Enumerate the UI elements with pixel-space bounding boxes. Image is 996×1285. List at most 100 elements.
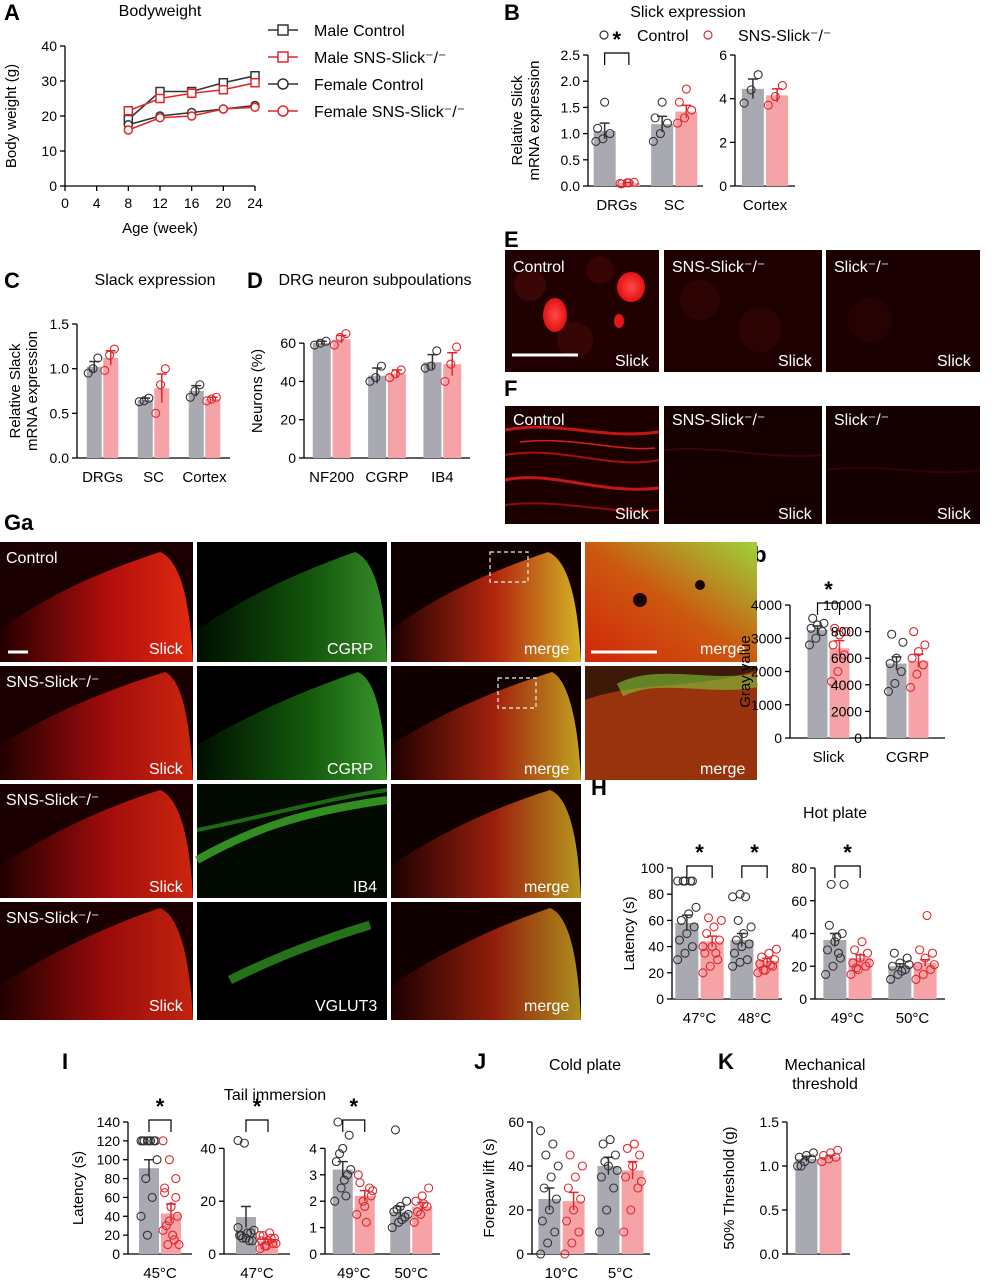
chart-b1-bar <box>593 130 616 186</box>
chart-h1-data-point <box>702 928 712 939</box>
chart-gb2-data-point <box>920 640 930 650</box>
chart-c-data-point <box>144 393 154 403</box>
chart-i3-x-tick-label: 49°C <box>337 1265 371 1282</box>
chart-h1-data-point <box>771 944 781 954</box>
chart-i3-data-point <box>346 1164 356 1175</box>
chart-i2-data-point <box>233 1223 243 1233</box>
micrograph-f-control-title: Control <box>513 412 565 429</box>
ga-row4-c2: VGLUT3 <box>315 998 377 1015</box>
chart-h1-y-tick-label: 0 <box>656 991 664 1007</box>
chart-i1-data-point <box>161 1221 171 1231</box>
chart-b2-data-point <box>739 98 749 108</box>
chart-c-data-point <box>105 350 115 360</box>
chart-i2-data-point <box>249 1225 259 1235</box>
chart-k-y-tick-label: 1.0 <box>760 1158 780 1174</box>
ga-row1-c3: merge <box>524 641 569 658</box>
chart-i3-data-point <box>342 1170 353 1180</box>
legend-a-male-ko: Male SNS-Slick⁻/⁻ <box>314 50 446 67</box>
chart-c-bar <box>103 357 119 458</box>
chart-h1-data-point <box>758 965 769 975</box>
chart-i3-data-point <box>334 1149 345 1159</box>
chart-h2-data-point <box>904 960 914 970</box>
chart-b2-bar <box>766 95 789 186</box>
chart-h2-y-tick-label: 60 <box>791 893 807 909</box>
chart-j-data-point <box>541 1150 551 1160</box>
chart-i3-data-point <box>360 1201 370 1212</box>
chart-i3-data-point <box>389 1207 399 1217</box>
legend-a: Male Control Male SNS-Slick⁻/⁻ Female Co… <box>268 23 465 121</box>
chart-b1-y-tick-label: 2.0 <box>561 73 581 89</box>
chart-h2-significance-star: * <box>843 840 852 865</box>
chart-b2-data-point <box>746 85 756 95</box>
chart-i3-bar <box>354 1195 375 1254</box>
chart-d-y-label: Neurons (%) <box>249 349 266 433</box>
chart-k-data-point <box>796 1161 806 1171</box>
chart-i1-data-point <box>146 1136 156 1146</box>
chart-gb2-x-tick-label: CGRP <box>886 749 929 766</box>
chart-i3-data-point <box>355 1178 365 1188</box>
chart-k-y-tick-label: 1.5 <box>760 1114 780 1130</box>
chart-i1-data-point <box>171 1174 181 1184</box>
chart-a-data-point <box>155 93 165 104</box>
chart-gb2-data-point <box>898 637 908 647</box>
chart-k-title: Mechanical <box>785 1057 866 1074</box>
chart-d-data-point <box>341 329 351 339</box>
chart-i3-y-tick-label: 1 <box>309 1220 317 1236</box>
chart-i3-significance-bracket <box>342 1119 366 1132</box>
chart-h2-data-point <box>833 948 844 958</box>
chart-k-data-point <box>794 1152 804 1162</box>
micrograph-e-ko-label: Slick <box>937 353 972 370</box>
chart-h2-data-point <box>832 932 842 942</box>
chart-d-bar <box>387 373 406 458</box>
chart-gb2-data-point <box>896 666 906 677</box>
chart-c-data-point <box>139 396 149 406</box>
chart-i3-data-point <box>353 1170 363 1180</box>
chart-c-data-point <box>190 386 200 396</box>
ga-row4-c3: merge <box>524 998 569 1015</box>
chart-h1-data-point <box>733 915 743 925</box>
chart-b1-data-point <box>680 113 690 123</box>
panel-label-i: I <box>62 1049 68 1074</box>
chart-i2-x-tick-label: 47°C <box>240 1265 274 1282</box>
chart-c-data-point <box>202 396 212 406</box>
chart-j-data-point <box>610 1150 620 1160</box>
chart-i1-significance-bracket <box>148 1119 172 1132</box>
chart-d-data-point <box>420 363 430 373</box>
chart-i3-data-point <box>339 1175 349 1185</box>
chart-i1-data-point <box>166 1202 176 1212</box>
chart-i3-bar <box>332 1169 353 1254</box>
chart-i3-data-point <box>368 1186 378 1196</box>
chart-j-data-point <box>612 1165 622 1175</box>
chart-b2-data-point <box>777 81 787 91</box>
chart-gb2-bar <box>908 660 929 738</box>
chart-a-data-point <box>186 88 197 98</box>
chart-c-data-point <box>156 380 166 390</box>
chart-i1-data-point <box>147 1192 157 1202</box>
chart-i1-y-label: Latency (s) <box>70 1151 87 1225</box>
chart-j-data-point <box>539 1183 549 1193</box>
chart-gb2-y-tick-label: 8000 <box>831 624 862 640</box>
chart-i1-data-point <box>174 1240 184 1250</box>
chart-h1-significance-star: * <box>750 840 759 865</box>
chart-i2-data-point <box>266 1233 276 1243</box>
chart-h1-y-label: Latency (s) <box>621 896 638 970</box>
chart-c-y-tick-label: 1.5 <box>50 316 70 332</box>
ga-row2-c4: merge <box>700 761 745 778</box>
chart-gb2-data-point <box>907 653 917 663</box>
chart-i2-data-point <box>239 1138 249 1148</box>
chart-d-x-tick-label: IB4 <box>431 469 454 486</box>
panel-label-b: B <box>504 0 520 25</box>
chart-j-data-point <box>536 1249 546 1259</box>
legend-b-ko: SNS-Slick⁻/⁻ <box>738 28 831 45</box>
chart-b1-data-point <box>662 118 672 128</box>
chart-gb2-data-point <box>890 678 900 689</box>
chart-h2-data-point <box>851 963 862 973</box>
chart-i3-data-point <box>336 1183 346 1193</box>
chart-b2-y-tick-label: 0 <box>719 178 727 194</box>
chart-gb2-data-point <box>883 686 894 697</box>
chart-h2-data-point <box>862 948 873 958</box>
chart-gb1-y-tick-label: 3000 <box>751 630 782 646</box>
chart-c-bar <box>137 399 153 458</box>
chart-h2-data-point <box>920 953 930 963</box>
chart-h1-data-point <box>728 892 738 902</box>
